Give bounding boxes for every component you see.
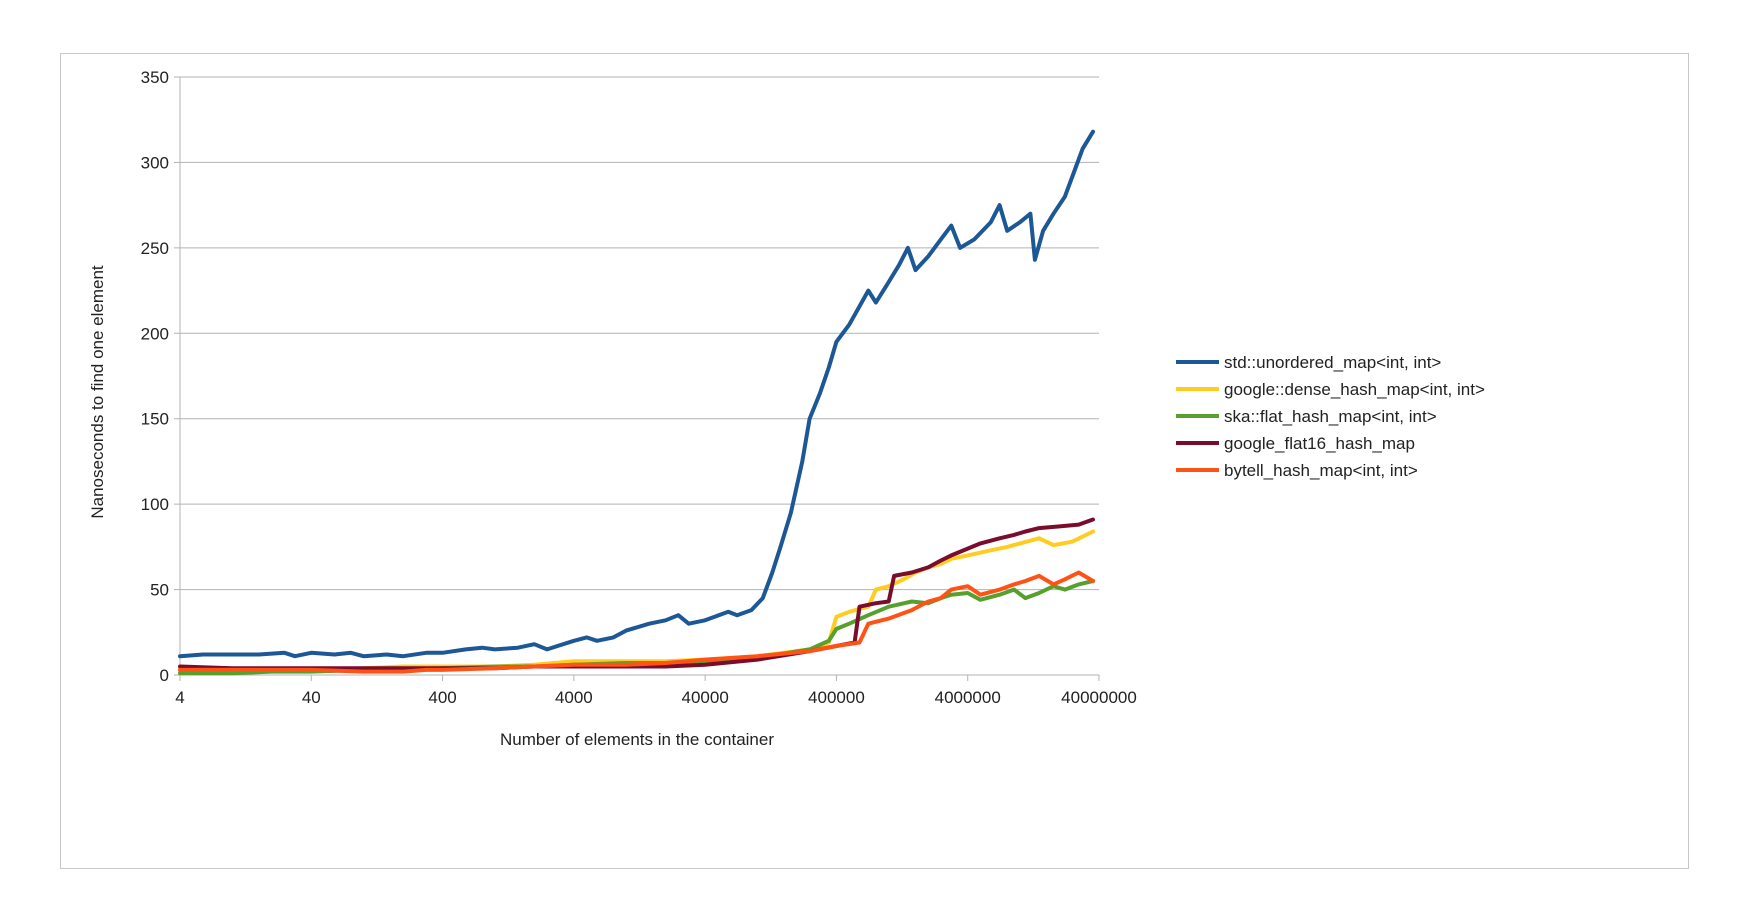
y-tick-label: 150 [141, 410, 169, 429]
legend-item: google::dense_hash_map<int, int> [1176, 380, 1485, 399]
y-tick-label: 50 [150, 581, 169, 600]
axes [174, 76, 1100, 681]
grid-lines [180, 76, 1099, 676]
x-tick-labels: 4 40 400 4000 40000 400000 4000000 40000000 [175, 688, 1137, 707]
y-tick-label: 250 [141, 239, 169, 258]
series-lines [178, 129, 1095, 676]
legend-item: std::unordered_map<int, int> [1176, 353, 1441, 372]
legend-label: google_flat16_hash_map [1224, 434, 1415, 453]
legend: std::unordered_map<int, int>google::dens… [1176, 353, 1485, 480]
legend-item: google_flat16_hash_map [1176, 434, 1415, 453]
x-tick-label: 40000000 [1061, 688, 1137, 707]
x-tick-label: 400 [428, 688, 456, 707]
line-chart: 0 50 100 150 200 250 300 350 4 40 400 4000 40000 400… [88, 68, 1485, 749]
legend-label: bytell_hash_map<int, int> [1224, 461, 1418, 480]
y-tick-label: 100 [141, 495, 169, 514]
y-axis-title: Nanoseconds to find one element [88, 265, 107, 519]
x-tick-label: 4 [175, 688, 184, 707]
legend-item: bytell_hash_map<int, int> [1176, 461, 1418, 480]
legend-label: std::unordered_map<int, int> [1224, 353, 1441, 372]
x-tick-label: 40000 [682, 688, 729, 707]
y-tick-label: 350 [141, 68, 169, 87]
y-tick-labels: 0 50 100 150 200 250 300 350 [141, 68, 169, 685]
legend-label: google::dense_hash_map<int, int> [1224, 380, 1485, 399]
series-line-4 [178, 570, 1095, 674]
x-axis-title: Number of elements in the container [500, 730, 774, 749]
y-tick-label: 200 [141, 324, 169, 343]
x-tick-label: 400000 [808, 688, 865, 707]
y-tick-label: 0 [160, 666, 169, 685]
series-line-0 [178, 129, 1095, 659]
legend-label: ska::flat_hash_map<int, int> [1224, 407, 1437, 426]
legend-item: ska::flat_hash_map<int, int> [1176, 407, 1437, 426]
y-tick-label: 300 [141, 153, 169, 172]
x-tick-label: 40 [302, 688, 321, 707]
x-tick-label: 4000000 [935, 688, 1001, 707]
chart-frame: 0 50 100 150 200 250 300 350 4 40 400 4000 40000 400… [60, 53, 1689, 869]
x-tick-label: 4000 [555, 688, 593, 707]
